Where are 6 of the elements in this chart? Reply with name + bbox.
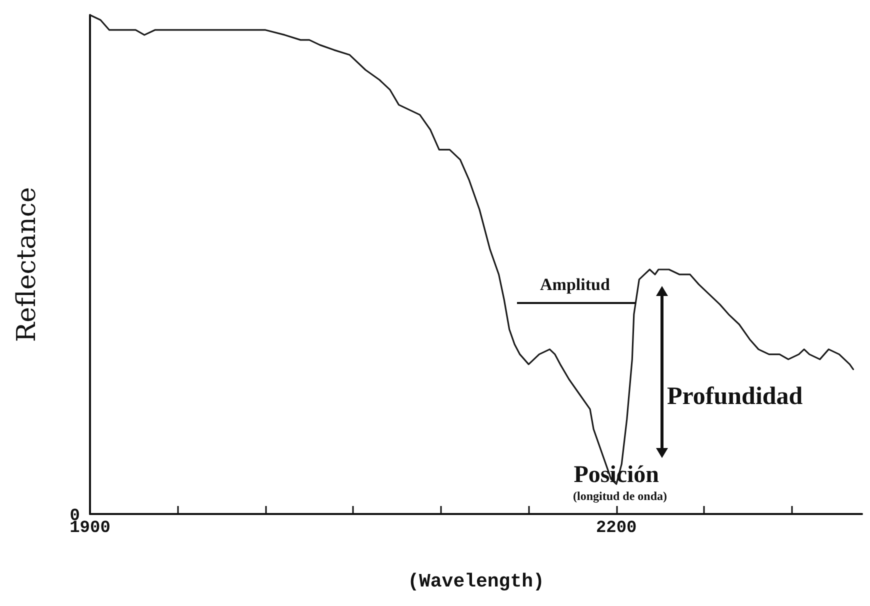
annotation: Profundidad: [667, 383, 803, 410]
annotation: (longitud de onda): [572, 489, 668, 503]
annotation: Amplitud: [540, 275, 610, 294]
x-tick-label: 2200: [596, 519, 637, 538]
y-axis-title: Reflectance: [12, 187, 42, 342]
x-axis-title: (Wavelength): [408, 570, 544, 592]
